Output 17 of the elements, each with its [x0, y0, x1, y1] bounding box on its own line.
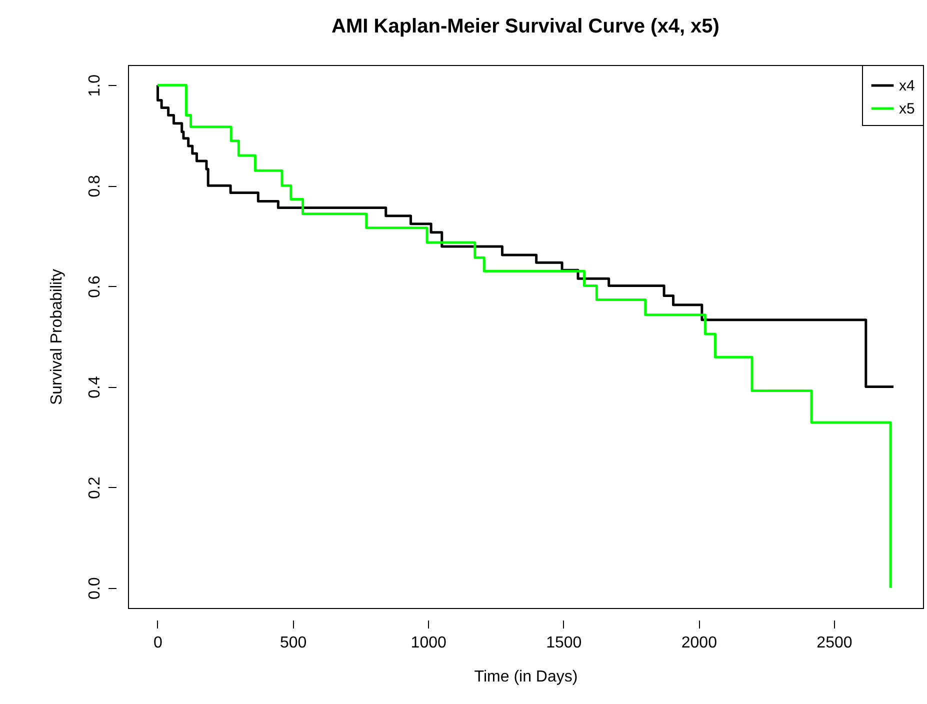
x-tick-label: 2500	[816, 634, 852, 652]
y-tick-label: 0.8	[86, 174, 104, 198]
y-tick-label: 1.0	[86, 74, 104, 97]
x-axis-title: Time (in Days)	[474, 668, 578, 686]
y-tick-label: 0.4	[86, 376, 104, 398]
legend-label: x5	[899, 100, 915, 118]
x-tick-label: 500	[280, 634, 307, 652]
x-tick-label: 2000	[681, 634, 718, 652]
y-tick-label: 0.6	[86, 276, 104, 298]
x-tick-label: 1500	[546, 634, 582, 652]
y-tick-label: 0.2	[86, 476, 104, 499]
x-tick-label: 0	[154, 634, 163, 652]
x-tick-label: 1000	[410, 634, 446, 652]
y-axis-title: Survival Probability	[48, 268, 66, 406]
y-tick-label: 0.0	[86, 577, 104, 600]
legend-label: x4	[899, 78, 915, 94]
chart-title: AMI Kaplan-Meier Survival Curve (x4, x5)	[332, 16, 720, 38]
